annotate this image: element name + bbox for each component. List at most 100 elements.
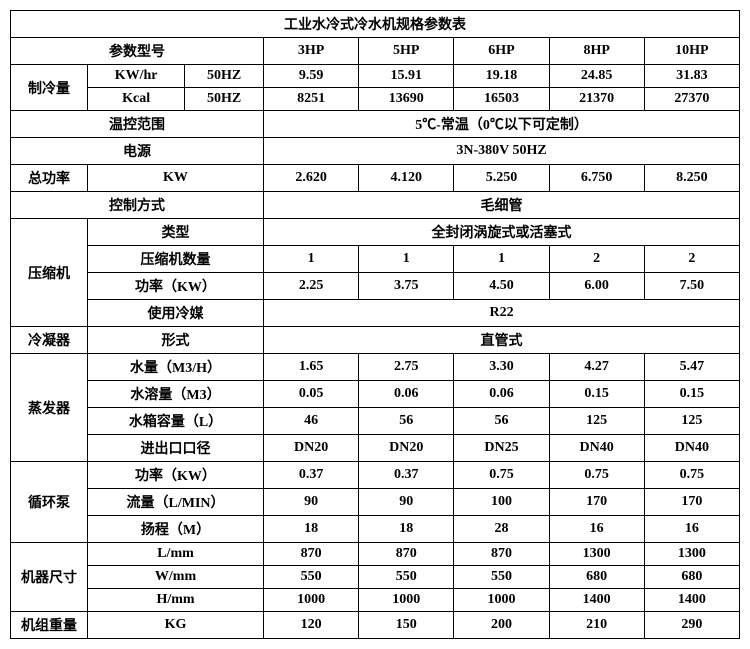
pump-label-2: 扬程（M） bbox=[87, 516, 263, 543]
total-power-3: 6.750 bbox=[549, 165, 644, 192]
evap-3-2: DN25 bbox=[454, 435, 549, 462]
compressor-power-2: 4.50 bbox=[454, 273, 549, 300]
evap-3-3: DN40 bbox=[549, 435, 644, 462]
total-power-0: 2.620 bbox=[264, 165, 359, 192]
model-3: 8HP bbox=[549, 38, 644, 65]
compressor-refrigerant-row: 使用冷媒 R22 bbox=[11, 300, 740, 327]
size-row-2: H/mm 1000 1000 1000 1400 1400 bbox=[11, 589, 740, 612]
evap-3-1: DN20 bbox=[359, 435, 454, 462]
cooling-row-1: Kcal 50HZ 8251 13690 16503 21370 27370 bbox=[11, 88, 740, 111]
cooling-unit-1: Kcal bbox=[87, 88, 184, 111]
total-power-row: 总功率 KW 2.620 4.120 5.250 6.750 8.250 bbox=[11, 165, 740, 192]
title-row: 工业水冷式冷水机规格参数表 bbox=[11, 11, 740, 38]
compressor-count-3: 2 bbox=[549, 246, 644, 273]
cooling-1-1: 13690 bbox=[359, 88, 454, 111]
evap-2-0: 46 bbox=[264, 408, 359, 435]
temp-range-row: 温控范围 5℃-常温（0℃以下可定制） bbox=[11, 111, 740, 138]
pump-1-0: 90 bbox=[264, 489, 359, 516]
power-supply-label: 电源 bbox=[11, 138, 264, 165]
temp-range-value: 5℃-常温（0℃以下可定制） bbox=[264, 111, 740, 138]
evap-label-1: 水溶量（M3） bbox=[87, 381, 263, 408]
cooling-0-0: 9.59 bbox=[264, 65, 359, 88]
compressor-count-0: 1 bbox=[264, 246, 359, 273]
compressor-refrigerant-value: R22 bbox=[264, 300, 740, 327]
model-2: 6HP bbox=[454, 38, 549, 65]
evap-1-1: 0.06 bbox=[359, 381, 454, 408]
temp-range-label: 温控范围 bbox=[11, 111, 264, 138]
size-label-0: L/mm bbox=[87, 543, 263, 566]
evap-label-0: 水量（M3/H） bbox=[87, 354, 263, 381]
pump-2-2: 28 bbox=[454, 516, 549, 543]
cooling-row-0: 制冷量 KW/hr 50HZ 9.59 15.91 19.18 24.85 31… bbox=[11, 65, 740, 88]
compressor-count-1: 1 bbox=[359, 246, 454, 273]
compressor-label: 压缩机 bbox=[11, 219, 88, 327]
evap-1-4: 0.15 bbox=[644, 381, 739, 408]
weight-0: 120 bbox=[264, 612, 359, 639]
cooling-0-2: 19.18 bbox=[454, 65, 549, 88]
pump-0-2: 0.75 bbox=[454, 462, 549, 489]
evap-2-4: 125 bbox=[644, 408, 739, 435]
pump-0-0: 0.37 bbox=[264, 462, 359, 489]
compressor-power-3: 6.00 bbox=[549, 273, 644, 300]
condenser-label: 冷凝器 bbox=[11, 327, 88, 354]
total-power-4: 8.250 bbox=[644, 165, 739, 192]
model-1: 5HP bbox=[359, 38, 454, 65]
weight-3: 210 bbox=[549, 612, 644, 639]
size-0-0: 870 bbox=[264, 543, 359, 566]
pump-1-4: 170 bbox=[644, 489, 739, 516]
evaporator-label: 蒸发器 bbox=[11, 354, 88, 462]
pump-2-0: 18 bbox=[264, 516, 359, 543]
cooling-hz-1: 50HZ bbox=[185, 88, 264, 111]
compressor-power-1: 3.75 bbox=[359, 273, 454, 300]
evap-3-4: DN40 bbox=[644, 435, 739, 462]
size-1-4: 680 bbox=[644, 566, 739, 589]
cooling-0-1: 15.91 bbox=[359, 65, 454, 88]
size-label-2: H/mm bbox=[87, 589, 263, 612]
size-label-1: W/mm bbox=[87, 566, 263, 589]
compressor-type-value: 全封闭涡旋式或活塞式 bbox=[264, 219, 740, 246]
evap-2-3: 125 bbox=[549, 408, 644, 435]
size-0-2: 870 bbox=[454, 543, 549, 566]
evap-3-0: DN20 bbox=[264, 435, 359, 462]
control-label: 控制方式 bbox=[11, 192, 264, 219]
evap-1-3: 0.15 bbox=[549, 381, 644, 408]
compressor-count-row: 压缩机数量 1 1 1 2 2 bbox=[11, 246, 740, 273]
evap-2-2: 56 bbox=[454, 408, 549, 435]
compressor-count-2: 1 bbox=[454, 246, 549, 273]
control-row: 控制方式 毛细管 bbox=[11, 192, 740, 219]
spec-table: 工业水冷式冷水机规格参数表 参数型号 3HP 5HP 6HP 8HP 10HP … bbox=[10, 10, 740, 639]
cooling-1-0: 8251 bbox=[264, 88, 359, 111]
condenser-row: 冷凝器 形式 直管式 bbox=[11, 327, 740, 354]
condenser-form-label: 形式 bbox=[87, 327, 263, 354]
header-param: 参数型号 bbox=[11, 38, 264, 65]
pump-2-1: 18 bbox=[359, 516, 454, 543]
evap-label-2: 水箱容量（L） bbox=[87, 408, 263, 435]
pump-row-1: 流量（L/MIN） 90 90 100 170 170 bbox=[11, 489, 740, 516]
pump-0-4: 0.75 bbox=[644, 462, 739, 489]
pump-0-3: 0.75 bbox=[549, 462, 644, 489]
evap-0-0: 1.65 bbox=[264, 354, 359, 381]
pump-row-2: 扬程（M） 18 18 28 16 16 bbox=[11, 516, 740, 543]
size-row-1: W/mm 550 550 550 680 680 bbox=[11, 566, 740, 589]
size-0-4: 1300 bbox=[644, 543, 739, 566]
pump-1-2: 100 bbox=[454, 489, 549, 516]
table-title: 工业水冷式冷水机规格参数表 bbox=[11, 11, 740, 38]
evap-1-2: 0.06 bbox=[454, 381, 549, 408]
evap-row-2: 水箱容量（L） 46 56 56 125 125 bbox=[11, 408, 740, 435]
size-row-0: 机器尺寸 L/mm 870 870 870 1300 1300 bbox=[11, 543, 740, 566]
size-1-1: 550 bbox=[359, 566, 454, 589]
pump-label-0: 功率（KW） bbox=[87, 462, 263, 489]
compressor-power-label: 功率（KW） bbox=[87, 273, 263, 300]
compressor-refrigerant-label: 使用冷媒 bbox=[87, 300, 263, 327]
cooling-0-4: 31.83 bbox=[644, 65, 739, 88]
compressor-count-label: 压缩机数量 bbox=[87, 246, 263, 273]
evap-0-1: 2.75 bbox=[359, 354, 454, 381]
weight-unit: KG bbox=[87, 612, 263, 639]
weight-label: 机组重量 bbox=[11, 612, 88, 639]
size-0-1: 870 bbox=[359, 543, 454, 566]
evap-label-3: 进出口口径 bbox=[87, 435, 263, 462]
condenser-form-value: 直管式 bbox=[264, 327, 740, 354]
cooling-1-3: 21370 bbox=[549, 88, 644, 111]
total-power-2: 5.250 bbox=[454, 165, 549, 192]
cooling-0-3: 24.85 bbox=[549, 65, 644, 88]
